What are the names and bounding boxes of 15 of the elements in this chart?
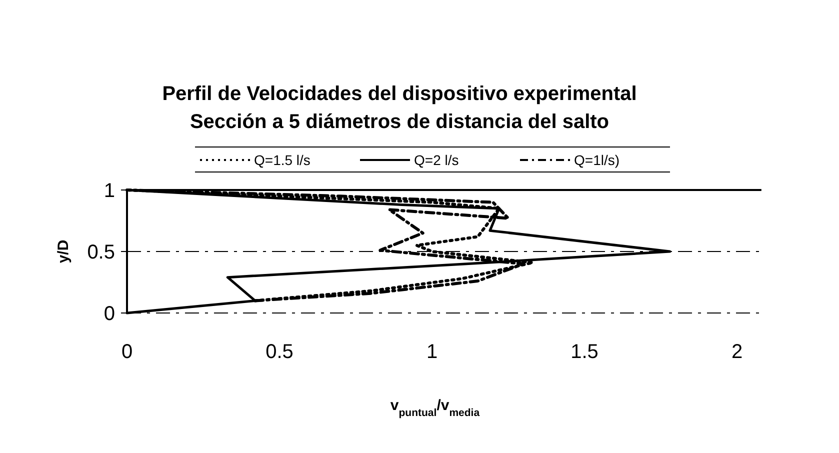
x-axis-title: v$_{puntual}$/v$_{media}$ (390, 397, 480, 419)
legend-label: Q=2 l/s (414, 152, 459, 168)
x-tick-label: 0 (121, 341, 133, 363)
y-tick-label: 0 (104, 303, 115, 325)
chart-subtitle: Sección a 5 diámetros de distancia del salto (190, 111, 610, 133)
x-tick-label: 1 (426, 341, 438, 363)
x-tick-label: 2 (731, 341, 743, 363)
y-tick-label: 0.5 (87, 242, 115, 264)
legend-label: Q=1l/s) (574, 152, 620, 168)
y-tick-label: 1 (104, 180, 115, 202)
x-tick-label: 0.5 (266, 341, 294, 363)
x-tick-label: 1.5 (570, 341, 598, 363)
legend-label: Q=1.5 l/s (254, 152, 310, 168)
chart-title: Perfil de Velocidades del dispositivo experimental (162, 83, 637, 105)
y-axis-title: y/D (55, 240, 72, 264)
